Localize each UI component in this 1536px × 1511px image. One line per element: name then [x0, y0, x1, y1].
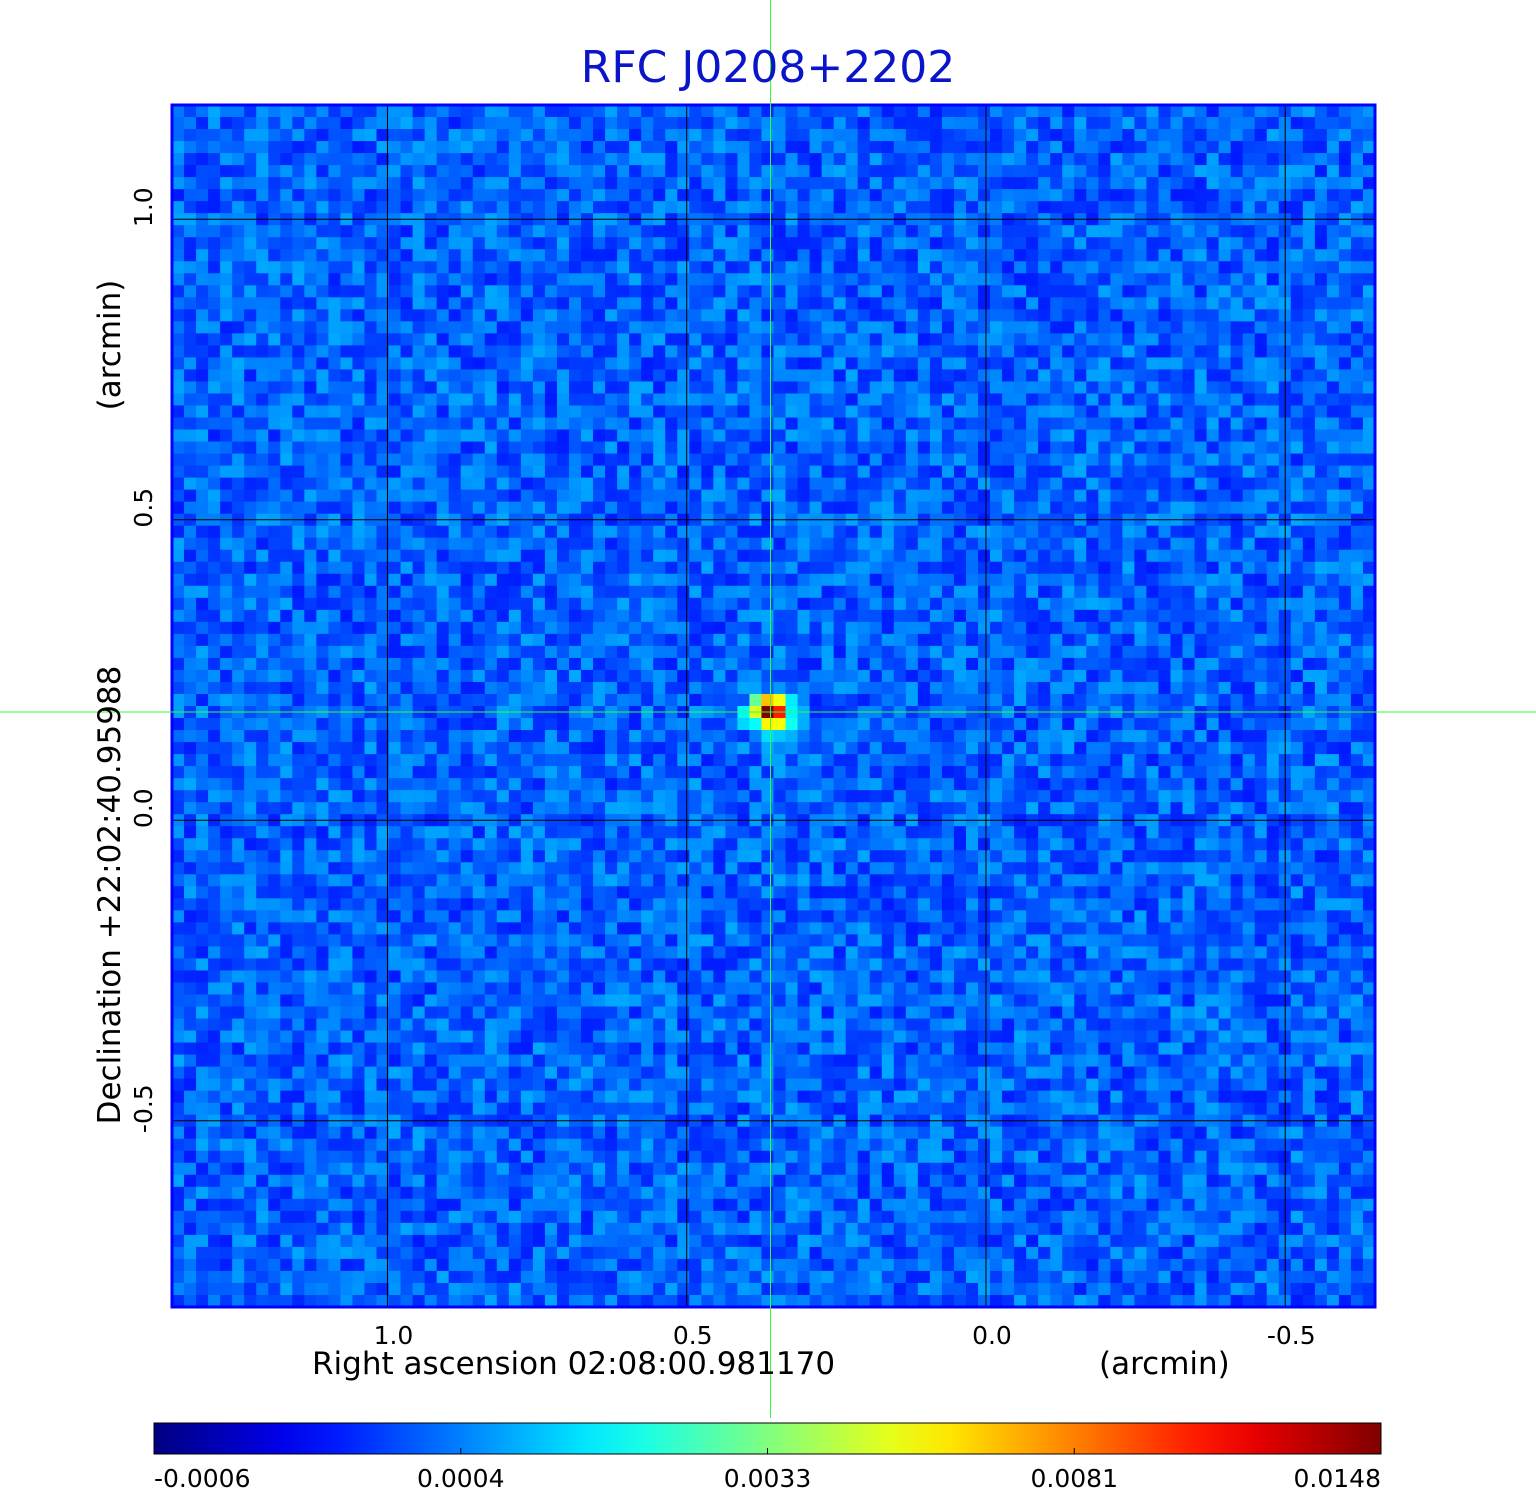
colorbar-tick-label: 0.0004: [417, 1464, 504, 1493]
x-tick-label: 0.5: [673, 1321, 713, 1350]
y-tick-label: 1.0: [129, 187, 158, 227]
y-axis-unit: (arcmin): [92, 279, 128, 411]
y-tick-label: 0.0: [129, 788, 158, 828]
x-tick-label: -0.5: [1267, 1321, 1316, 1350]
colorbar-tick-label: 0.0148: [1294, 1464, 1381, 1493]
coordinate-grid: [172, 105, 1375, 1307]
crosshair: [0, 0, 1536, 1418]
chart-title: RFC J0208+2202: [580, 42, 956, 93]
x-axis-unit: (arcmin): [1099, 1346, 1230, 1382]
heatmap-image: [172, 105, 1376, 1308]
plot-frame: [170, 103, 1377, 1309]
x-tick-labels: 1.0 0.5 0.0 -0.5: [374, 1321, 1316, 1350]
colorbar-tick-label: -0.0006: [154, 1464, 251, 1493]
x-tick-label: 1.0: [374, 1321, 414, 1350]
y-tick-label: -0.5: [129, 1084, 158, 1133]
y-tick-labels: 1.0 0.5 0.0 -0.5: [129, 187, 158, 1133]
x-axis-label: Right ascension 02:08:00.981170: [312, 1346, 836, 1382]
colorbar: -0.0006 0.0004 0.0033 0.0081 0.0148: [153, 1422, 1382, 1493]
y-axis-label: Declination +22:02:40.95988: [92, 665, 128, 1125]
colorbar-tick-label: 0.0081: [1031, 1464, 1118, 1493]
x-tick-label: 0.0: [972, 1321, 1012, 1350]
y-tick-label: 0.5: [129, 488, 158, 528]
colorbar-tick-label: 0.0033: [724, 1464, 811, 1493]
